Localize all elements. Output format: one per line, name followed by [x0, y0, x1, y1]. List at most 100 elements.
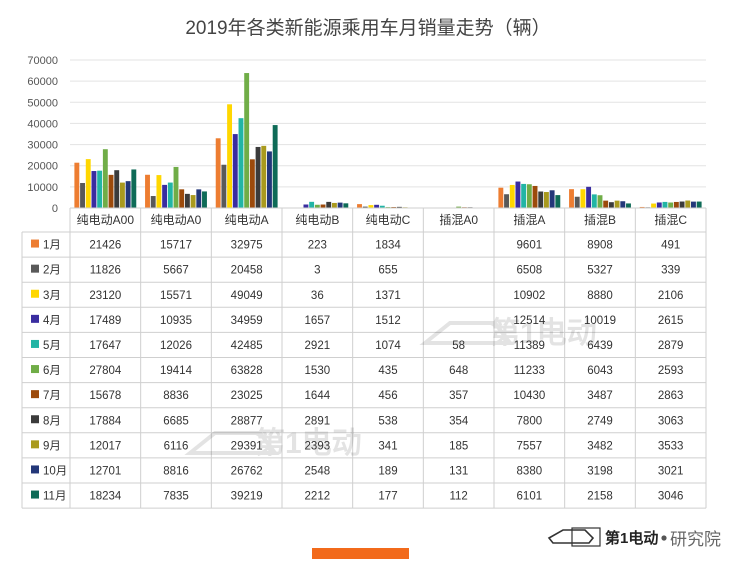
bar	[272, 125, 278, 208]
data-label: 112	[449, 491, 467, 503]
y-axis: 0 10000 20000 30000 40000 50000 60000 70000	[27, 55, 58, 215]
bar	[190, 195, 196, 208]
legend-label: 5月	[43, 340, 61, 352]
data-label: 5667	[163, 265, 189, 277]
watermark-text: 第1电动	[490, 316, 597, 350]
bar	[673, 201, 679, 208]
data-label: 2615	[658, 315, 684, 327]
bar	[314, 204, 320, 208]
bar	[662, 201, 668, 208]
bar	[343, 203, 349, 208]
data-label: 8908	[587, 240, 613, 252]
watermark-text: 第1电动	[255, 426, 362, 460]
bar	[498, 187, 504, 208]
data-label: 8836	[163, 390, 189, 402]
bar	[337, 202, 343, 208]
data-label: 1657	[305, 315, 331, 327]
bar	[221, 164, 227, 208]
data-label: 2158	[587, 491, 613, 503]
logo-dot	[661, 535, 667, 541]
data-label: 8816	[163, 465, 189, 477]
data-label: 456	[378, 390, 397, 402]
data-label: 2593	[658, 365, 684, 377]
category-label: 纯电动A00	[77, 213, 135, 227]
bar	[679, 201, 685, 208]
data-label: 1371	[375, 290, 401, 302]
legend-swatch	[31, 314, 39, 323]
category-label: 插混A	[513, 213, 545, 227]
bar	[244, 73, 250, 208]
data-label: 131	[449, 465, 468, 477]
data-label: 12026	[160, 340, 192, 352]
data-label: 1644	[305, 390, 331, 402]
bar	[238, 118, 244, 208]
logo-text: 第1电动	[605, 529, 658, 547]
legend-swatch	[31, 465, 39, 474]
data-label: 12017	[89, 440, 121, 452]
bar	[591, 194, 597, 208]
data-label: 7835	[163, 491, 189, 503]
legend-swatch	[31, 264, 39, 273]
chart-title: 2019年各类新能源乘用车月销量走势（辆）	[185, 17, 550, 39]
data-label: 3	[314, 265, 320, 277]
y-tick-label: 20000	[27, 161, 58, 173]
data-label: 15717	[160, 240, 192, 252]
bar	[656, 202, 662, 208]
data-label: 6101	[517, 491, 543, 503]
data-label: 538	[378, 415, 397, 427]
car-icon	[184, 431, 279, 455]
bar	[91, 171, 97, 208]
legend-label: 6月	[43, 365, 61, 377]
bar	[74, 162, 80, 208]
data-label: 2891	[305, 415, 331, 427]
data-label: 15571	[160, 290, 192, 302]
bar	[597, 195, 603, 208]
bar	[261, 145, 267, 208]
bar	[515, 181, 521, 208]
data-label: 189	[378, 465, 397, 477]
data-label: 223	[308, 240, 327, 252]
bar	[184, 193, 190, 208]
brand-logo: 第1电动 研究院	[547, 527, 721, 549]
bar	[651, 203, 657, 208]
data-label: 28877	[231, 415, 263, 427]
category-label: 纯电动C	[366, 213, 411, 227]
y-tick-label: 70000	[27, 55, 58, 67]
y-tick-label: 0	[52, 203, 58, 215]
data-table: 纯电动A00 纯电动A0 纯电动A 纯电动B 纯电动C 插混A0 插混A 插混B 插混C 1月 21…	[21, 207, 707, 509]
bar	[227, 104, 233, 208]
data-label: 2212	[305, 491, 331, 503]
legend-label: 8月	[43, 415, 61, 427]
bar	[639, 206, 645, 208]
data-label: 357	[449, 390, 468, 402]
data-label: 63828	[231, 365, 263, 377]
logo-suffix: 研究院	[670, 530, 721, 549]
data-label: 6439	[587, 340, 613, 352]
watermark: 第1电动	[419, 316, 597, 350]
y-tick-label: 10000	[27, 182, 58, 194]
data-label: 11233	[514, 365, 545, 377]
car-icon	[547, 529, 595, 544]
bar	[456, 206, 462, 208]
category-label: 纯电动B	[295, 213, 339, 227]
category-label: 插混C	[654, 213, 687, 227]
car-icon	[419, 321, 514, 345]
data-label: 21426	[89, 240, 121, 252]
legend-swatch	[31, 289, 39, 298]
bar	[357, 204, 362, 208]
bar	[532, 185, 538, 208]
bar	[368, 205, 374, 208]
bar	[167, 182, 173, 208]
bar	[145, 174, 150, 208]
bar	[614, 200, 620, 208]
data-label: 5327	[587, 265, 613, 277]
bar	[249, 159, 255, 208]
bar	[521, 183, 527, 208]
bar	[396, 206, 402, 208]
bar	[156, 175, 162, 208]
bar	[691, 201, 696, 208]
bar	[526, 184, 532, 208]
bar	[114, 170, 120, 208]
